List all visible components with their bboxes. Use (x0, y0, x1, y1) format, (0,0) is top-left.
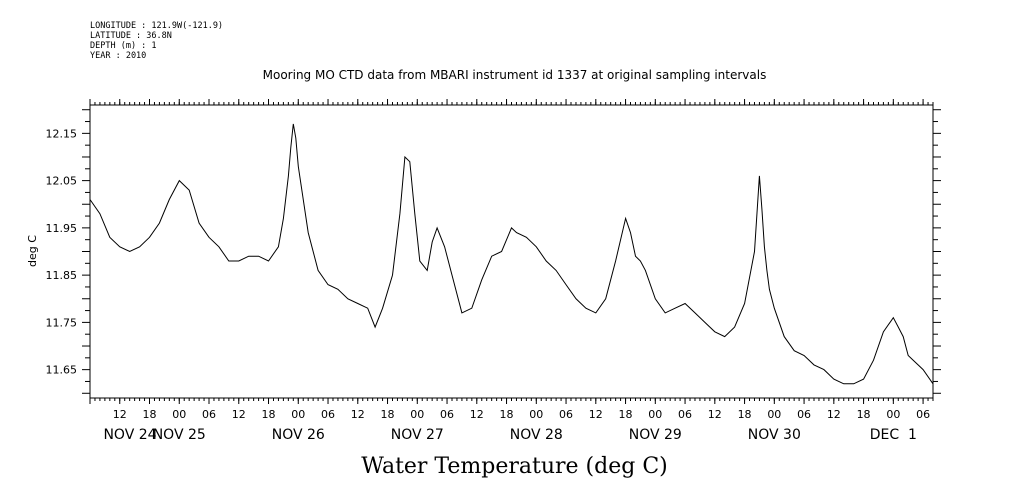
x-hour-tick-label: 18 (857, 408, 871, 421)
x-day-tick-label: NOV 28 (510, 427, 563, 443)
x-hour-tick-label: 18 (500, 408, 514, 421)
x-hour-tick-label: 12 (232, 408, 246, 421)
x-day-tick-label: NOV 27 (391, 427, 444, 443)
x-day-tick-label: DEC 1 (870, 427, 917, 443)
year-text: YEAR : 2010 (90, 51, 147, 61)
x-hour-tick-label: 00 (648, 408, 662, 421)
chart-title: Mooring MO CTD data from MBARI instrumen… (262, 68, 767, 82)
y-tick-label: 12.05 (46, 175, 78, 188)
x-hour-tick-label: 12 (708, 408, 722, 421)
x-hour-tick-label: 06 (202, 408, 216, 421)
x-hour-tick-label: 06 (916, 408, 930, 421)
depth-text: DEPTH (m) : 1 (90, 41, 157, 51)
metadata-block: LONGITUDE : 121.9W(-121.9) LATITUDE : 36… (90, 21, 223, 61)
x-hour-tick-label: 18 (381, 408, 395, 421)
x-hour-tick-label: 00 (529, 408, 543, 421)
x-hour-tick-label: 18 (262, 408, 276, 421)
x-hour-tick-label: 18 (619, 408, 633, 421)
x-hour-tick-label: 06 (321, 408, 335, 421)
x-day-tick-label: NOV 26 (272, 427, 325, 443)
x-hour-tick-label: 12 (470, 408, 484, 421)
y-tick-label: 11.65 (46, 364, 78, 377)
y-tick-label: 11.75 (46, 316, 78, 329)
x-day-tick-label: NOV 25 (153, 427, 206, 443)
x-hour-tick-label: 00 (291, 408, 305, 421)
x-hour-tick-label: 00 (767, 408, 781, 421)
latitude-text: LATITUDE : 36.8N (90, 31, 172, 41)
x-hour-tick-label: 00 (410, 408, 424, 421)
y-tick-label: 11.95 (46, 222, 78, 235)
y-tick-label: 12.15 (46, 127, 78, 140)
x-day-tick-label: NOV 30 (748, 427, 801, 443)
x-hour-tick-label: 18 (738, 408, 752, 421)
plot-frame (89, 104, 934, 399)
x-hour-tick-label: 12 (113, 408, 127, 421)
x-day-tick-label: NOV 29 (629, 427, 682, 443)
y-axis-label: deg C (26, 235, 39, 267)
x-hour-tick-label: 06 (440, 408, 454, 421)
y-tick-label: 11.85 (46, 269, 78, 282)
x-hour-tick-label: 06 (797, 408, 811, 421)
x-axis-label: Water Temperature (deg C) (361, 454, 668, 479)
longitude-text: LONGITUDE : 121.9W(-121.9) (90, 21, 224, 31)
x-hour-tick-label: 12 (827, 408, 841, 421)
x-hour-tick-label: 12 (351, 408, 365, 421)
x-hour-tick-label: 12 (589, 408, 603, 421)
x-hour-tick-label: 18 (143, 408, 157, 421)
x-hour-tick-label: 06 (559, 408, 573, 421)
x-hour-tick-label: 00 (886, 408, 900, 421)
chart-marks: 12 18 00 06 12 18 00 06 12 18 00 06 12 18 00 06 12 18 00 06… (46, 99, 941, 443)
temperature-series-line (89, 123, 934, 385)
x-day-tick-label: NOV 24 (103, 427, 156, 443)
x-hour-tick-label: 06 (678, 408, 692, 421)
x-hour-tick-label: 00 (172, 408, 186, 421)
